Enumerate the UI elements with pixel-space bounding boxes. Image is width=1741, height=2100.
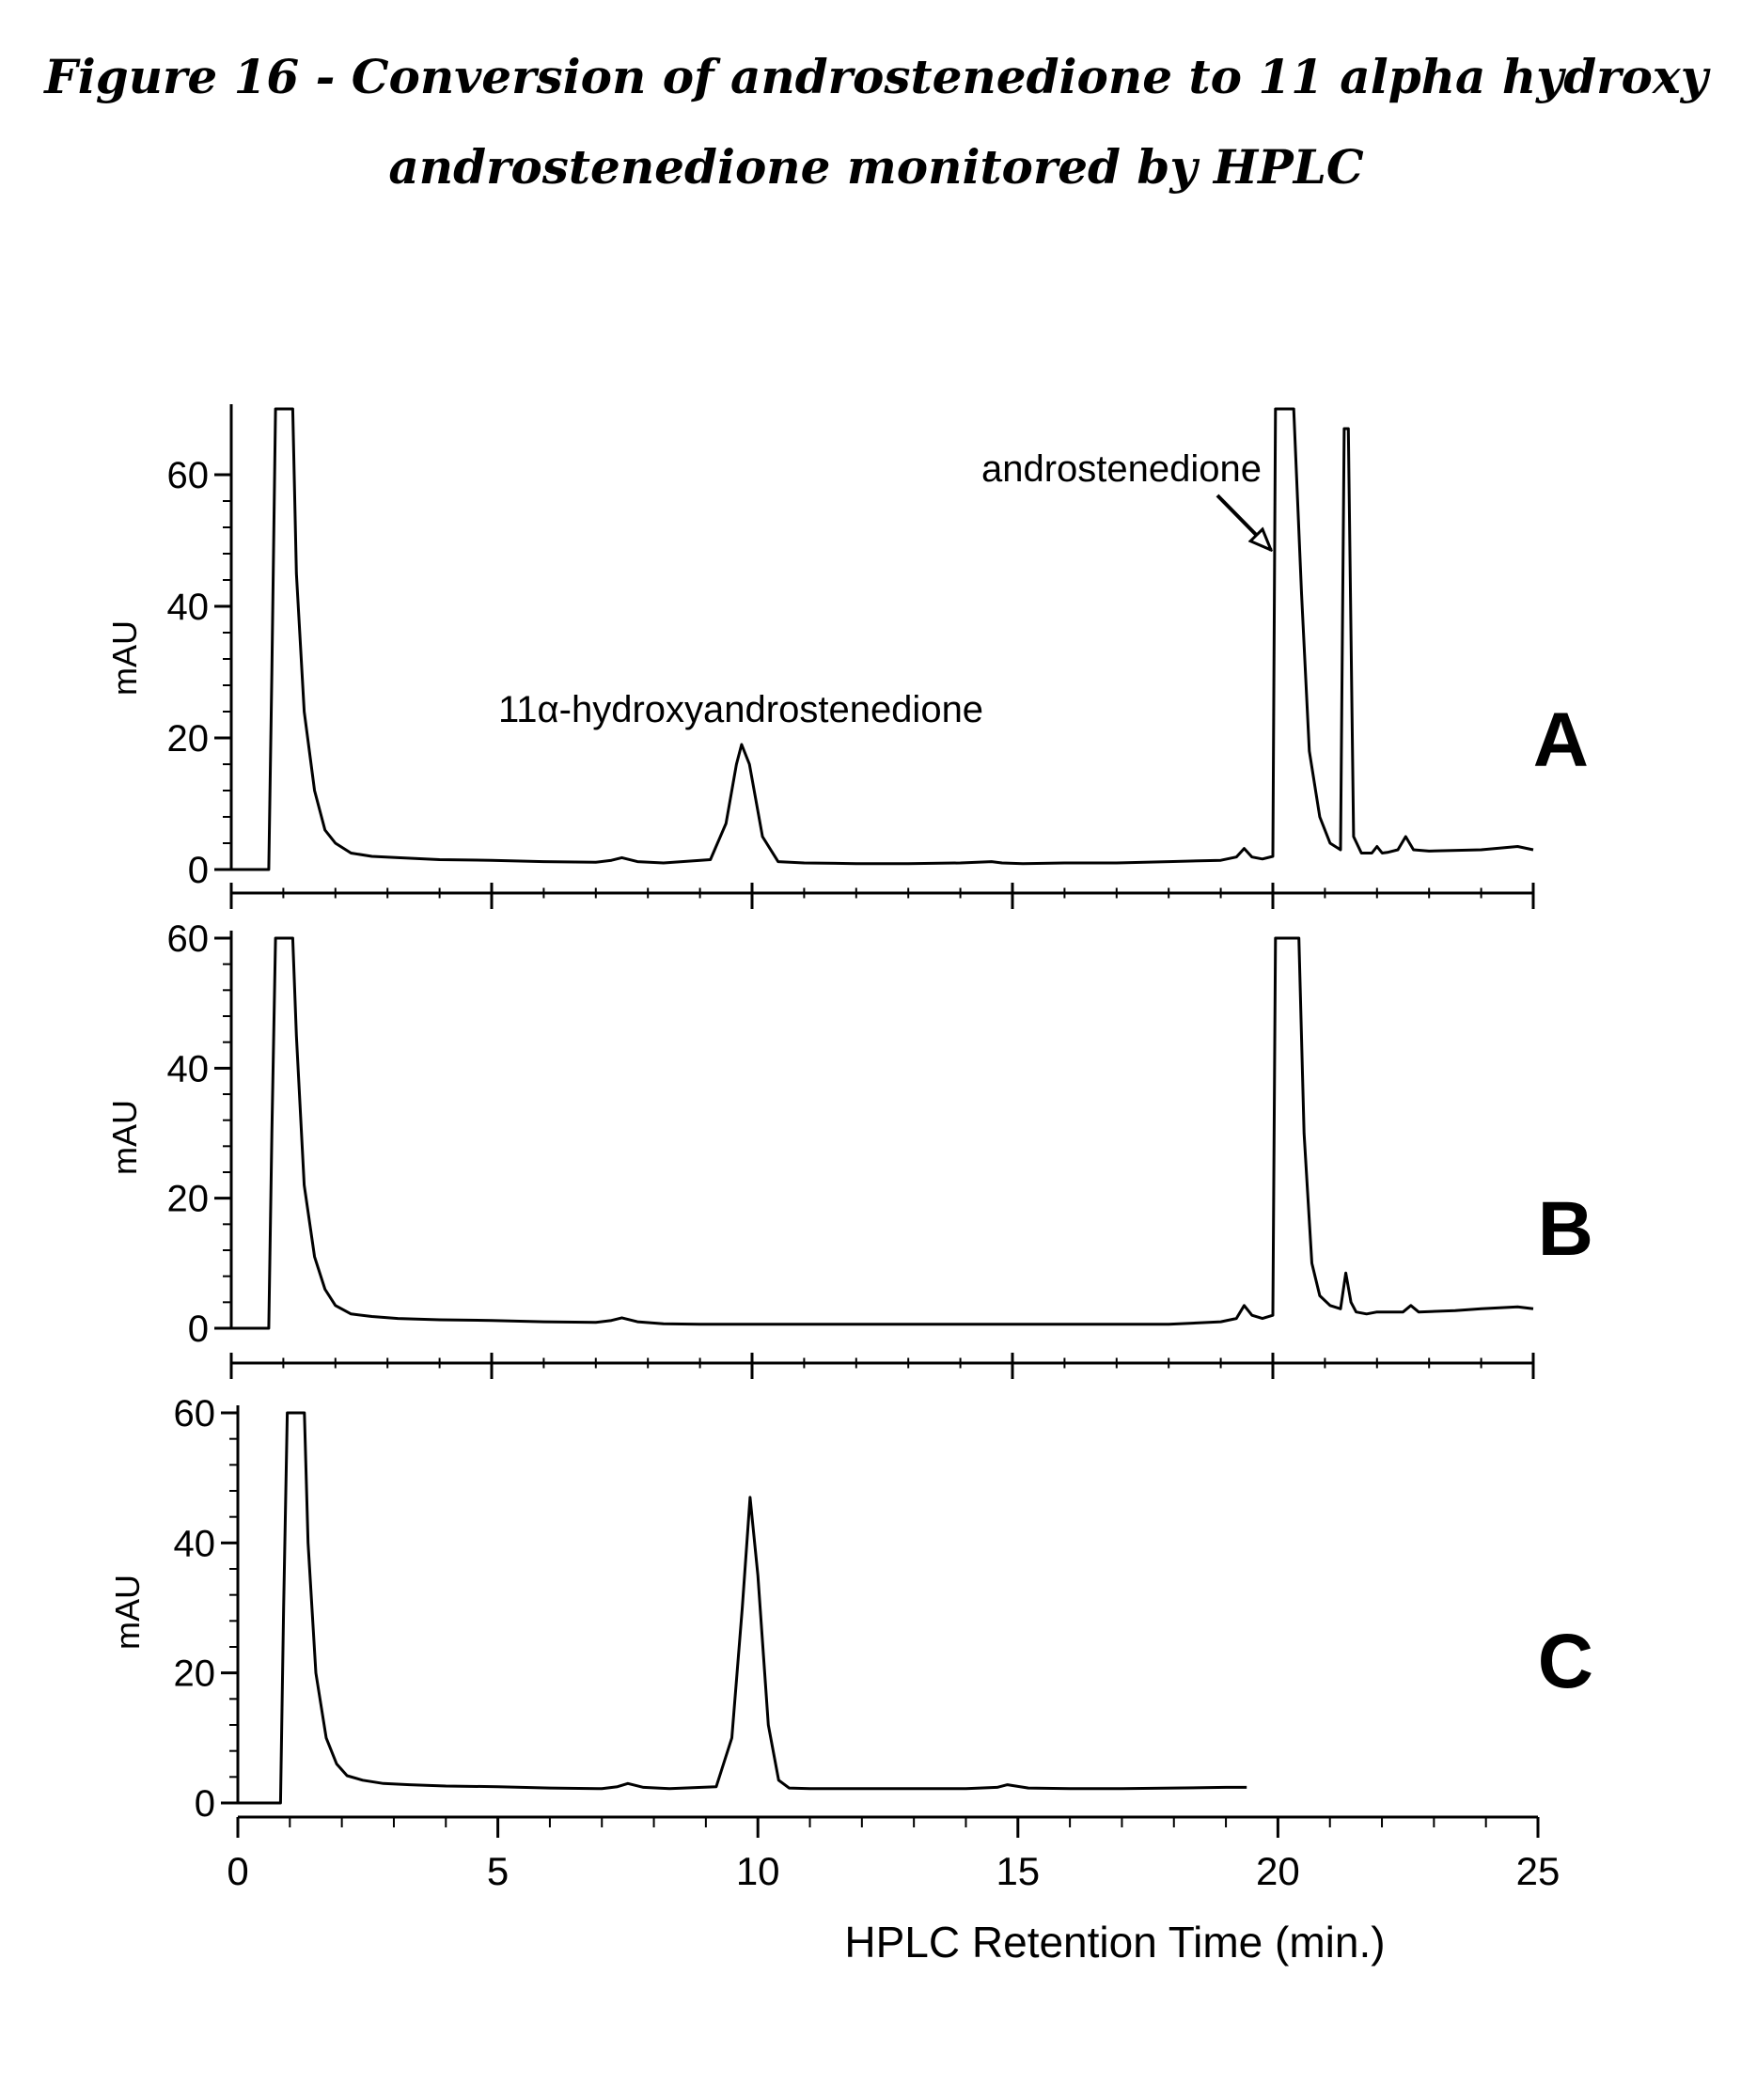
- x-tick-label: 25: [1516, 1849, 1561, 1893]
- panel-a-ytick-label: 40: [167, 587, 210, 628]
- panel-c: C mAU HPLC Retention Time (min.) 0 20 40 60…: [108, 1393, 1593, 1967]
- figure-title-line2: androstenedione monitored by HPLC: [388, 139, 1364, 195]
- androstenedione-label: androstenedione: [981, 448, 1262, 490]
- panel-b-label: B: [1538, 1186, 1593, 1272]
- x-tick-label: 5: [487, 1849, 509, 1893]
- panel-b-ytick-label: 60: [167, 918, 210, 960]
- panel-a-ytick-label: 20: [167, 718, 210, 760]
- panel-b-ytick-label: 40: [167, 1048, 210, 1089]
- panel-c-ytick-label: 0: [195, 1783, 215, 1825]
- panel-c-ytick-label: 20: [174, 1653, 216, 1695]
- x-tick-label: 20: [1256, 1849, 1300, 1893]
- panel-b-ytick-label: 20: [167, 1179, 210, 1220]
- panel-a-chromatogram-trace: [231, 407, 1534, 871]
- panel-b: B mAU 0 20 40 60: [105, 918, 1593, 1379]
- x-axis-label: HPLC Retention Time (min.): [844, 1918, 1385, 1967]
- panel-b-chromatogram-trace: [231, 936, 1534, 1330]
- x-tick-label: 0: [227, 1849, 248, 1893]
- panel-b-ytick-label: 0: [188, 1309, 209, 1350]
- panel-b-ylabel: mAU: [105, 1100, 144, 1175]
- panel-a-ylabel: mAU: [105, 620, 144, 696]
- panel-c-ytick-label: 40: [174, 1523, 216, 1564]
- panel-c-ytick-label: 60: [174, 1393, 216, 1434]
- panel-a-ytick-label: 0: [188, 850, 209, 891]
- x-tick-label: 10: [736, 1849, 780, 1893]
- hydroxyandrostenedione-label: 11α-hydroxyandrostenedione: [498, 689, 983, 730]
- x-tick-label: 15: [996, 1849, 1040, 1893]
- panel-c-ylabel: mAU: [108, 1575, 147, 1650]
- panel-a-ytick-label: 60: [167, 455, 210, 496]
- panel-c-label: C: [1538, 1619, 1593, 1704]
- androstenedione-arrow: [1216, 494, 1271, 550]
- figure-title-line1: Figure 16 - Conversion of androstenedion…: [44, 49, 1708, 104]
- panel-a-label: A: [1533, 697, 1589, 783]
- panel-c-chromatogram-trace: [238, 1411, 1247, 1805]
- panel-a: A mAU androstenedione 11α-hydroxyandrost…: [105, 404, 1589, 909]
